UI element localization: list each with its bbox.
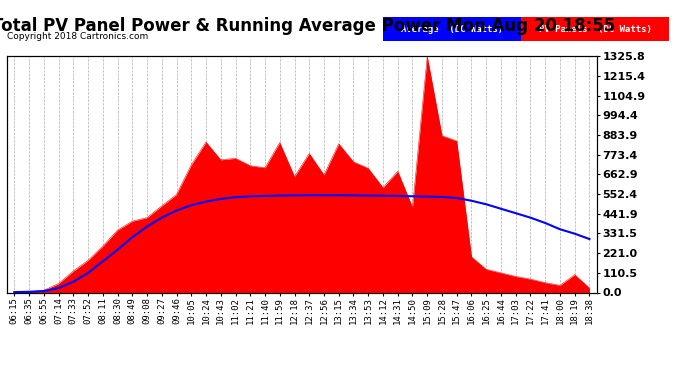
Text: Total PV Panel Power & Running Average Power Mon Aug 20 18:55: Total PV Panel Power & Running Average P… <box>0 17 615 35</box>
Text: Copyright 2018 Cartronics.com: Copyright 2018 Cartronics.com <box>7 32 148 41</box>
Text: PV Panels  (DC Watts): PV Panels (DC Watts) <box>539 25 651 34</box>
Text: Average  (DC Watts): Average (DC Watts) <box>401 25 503 34</box>
